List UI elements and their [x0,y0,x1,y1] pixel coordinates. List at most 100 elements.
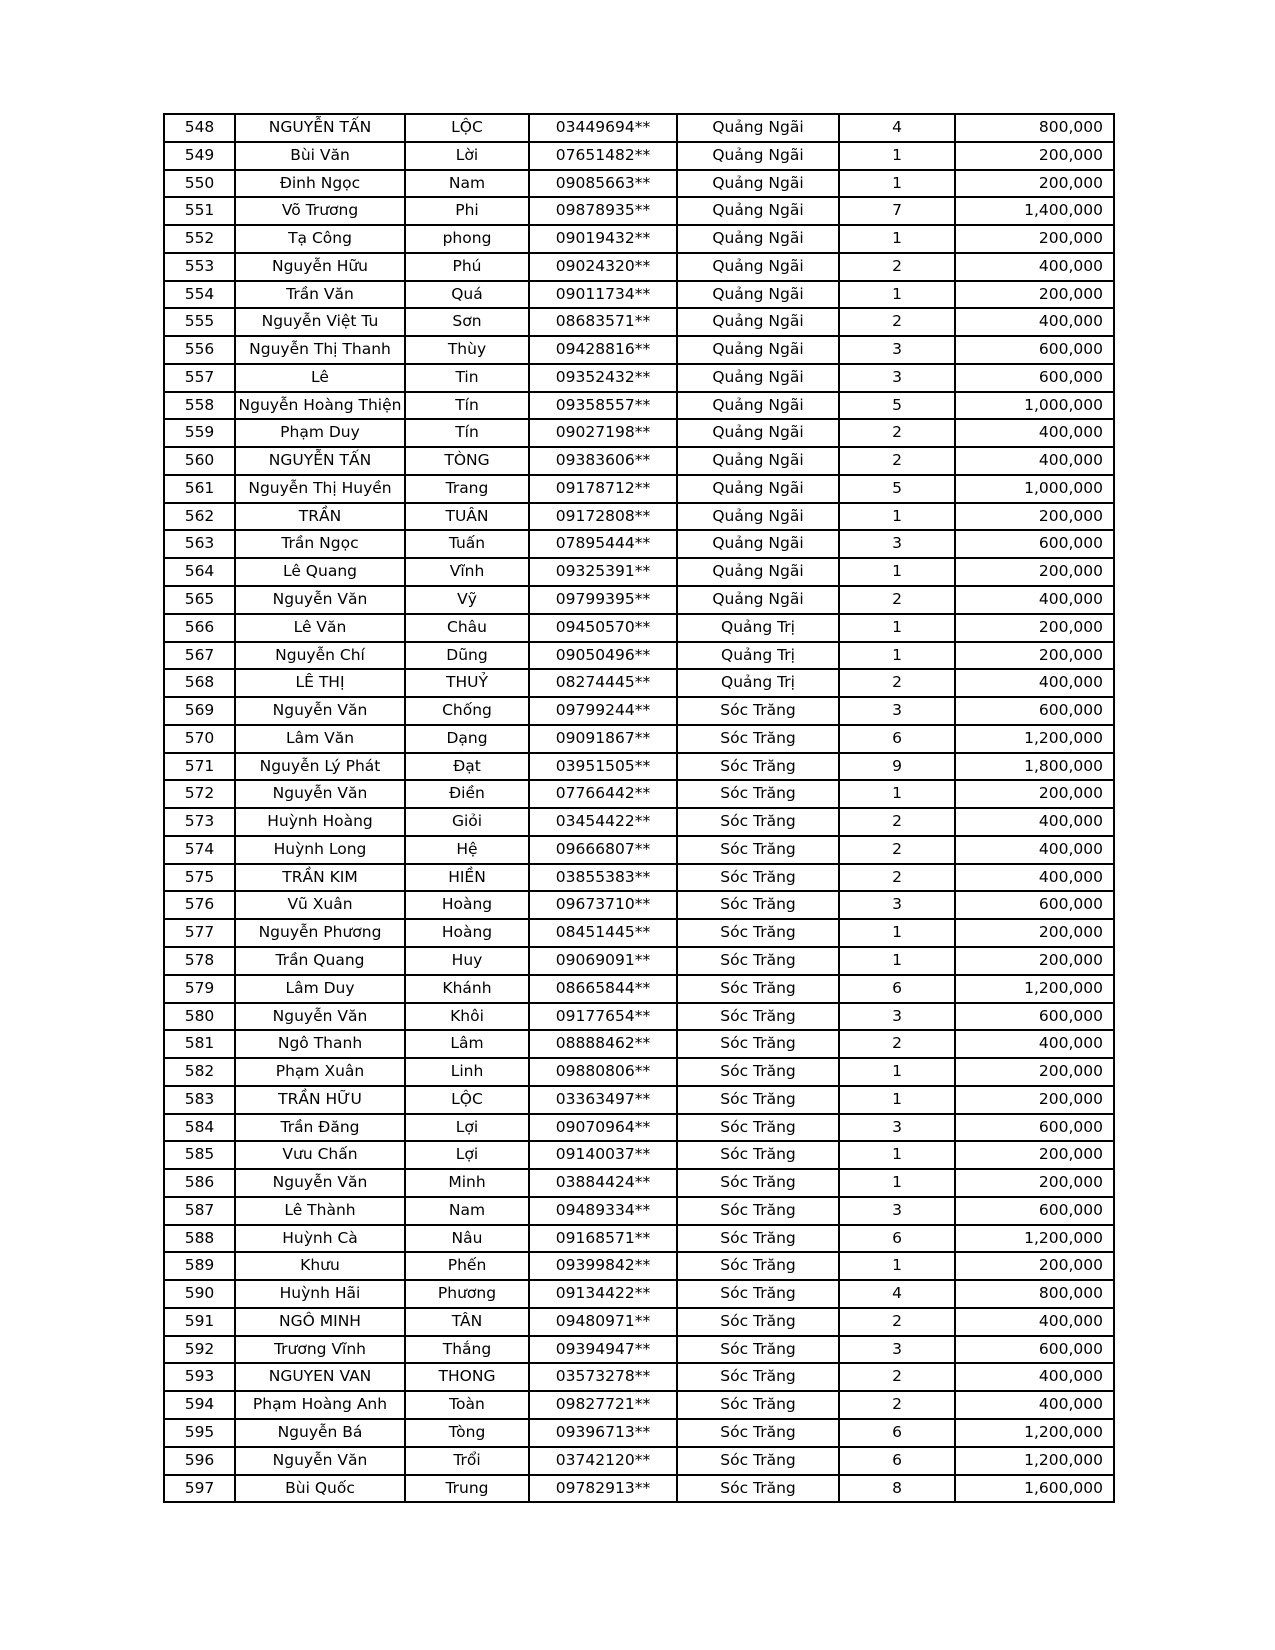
cell-phone-masked: 09325391** [528,557,678,588]
cell-province: Sóc Trăng [676,1417,840,1448]
cell-row-id: 562 [163,501,236,532]
cell-count: 1 [838,168,956,199]
cell-province: Sóc Trăng [676,1084,840,1115]
cell-count: 2 [838,446,956,476]
cell-first-middle-name: Lê Quang [234,557,406,588]
cell-row-id: 549 [163,140,236,171]
cell-amount: 200,000 [954,918,1115,948]
table-row: 551 Võ Trương Phi 09878935** Quảng Ngãi 7 1,40… [163,196,1115,227]
cell-row-id: 596 [163,1445,236,1476]
cell-last-name: Toàn [404,1390,530,1420]
table-row: 583 TRẦN HỮU LỘC 03363497** Sóc Trăng 1 200,00… [163,1084,1115,1115]
cell-last-name: Nâu [404,1223,530,1254]
cell-last-name: Nam [404,168,530,199]
cell-last-name: Hệ [404,834,530,865]
cell-count: 2 [838,1362,956,1393]
cell-row-id: 563 [163,529,236,560]
cell-province: Sóc Trăng [676,807,840,837]
cell-province: Quảng Ngãi [676,557,840,588]
cell-first-middle-name: Nguyễn Văn [234,1001,406,1032]
cell-last-name: TÒNG [404,446,530,476]
cell-amount: 1,200,000 [954,973,1115,1004]
cell-row-id: 585 [163,1140,236,1171]
cell-province: Quảng Ngãi [676,140,840,171]
cell-row-id: 581 [163,1029,236,1060]
cell-phone-masked: 03951505** [528,751,678,782]
cell-phone-masked: 09358557** [528,390,678,421]
cell-count: 3 [838,362,956,393]
cell-amount: 600,000 [954,890,1115,921]
cell-phone-masked: 09880806** [528,1057,678,1087]
cell-last-name: TÂN [404,1306,530,1337]
cell-province: Sóc Trăng [676,1473,840,1504]
cell-province: Quảng Ngãi [676,224,840,254]
cell-count: 1 [838,501,956,532]
cell-phone-masked: 09168571** [528,1223,678,1254]
cell-amount: 400,000 [954,1306,1115,1337]
cell-row-id: 552 [163,224,236,254]
cell-phone-masked: 08683571** [528,307,678,338]
cell-amount: 600,000 [954,362,1115,393]
cell-row-id: 593 [163,1362,236,1393]
cell-first-middle-name: Huỳnh Long [234,834,406,865]
cell-phone-masked: 09489334** [528,1195,678,1226]
cell-province: Sóc Trăng [676,1390,840,1420]
table-row: 573 Huỳnh Hoàng Giỏi 03454422** Sóc Trăng 2 40… [163,807,1115,837]
cell-first-middle-name: Nguyễn Văn [234,1445,406,1476]
cell-first-middle-name: Nguyễn Hoàng Thiện [234,390,406,421]
cell-row-id: 583 [163,1084,236,1115]
cell-amount: 200,000 [954,945,1115,976]
cell-phone-masked: 09383606** [528,446,678,476]
cell-first-middle-name: Nguyễn Văn [234,779,406,810]
cell-province: Sóc Trăng [676,1057,840,1087]
cell-count: 2 [838,307,956,338]
table-row: 570 Lâm Văn Dạng 09091867** Sóc Trăng 6 1,200,… [163,723,1115,754]
cell-last-name: Tòng [404,1417,530,1448]
table-row: 589 Khưu Phến 09399842** Sóc Trăng 1 200,000 [163,1251,1115,1282]
cell-first-middle-name: NGUYEN VAN [234,1362,406,1393]
table-row: 562 TRẦN TUÂN 09172808** Quảng Ngãi 1 200,000 [163,501,1115,532]
cell-amount: 800,000 [954,1279,1115,1309]
cell-last-name: Lợi [404,1112,530,1143]
cell-row-id: 574 [163,834,236,865]
cell-amount: 400,000 [954,1029,1115,1060]
cell-phone-masked: 03884424** [528,1168,678,1198]
table-row: 585 Vưu Chấn Lợi 09140037** Sóc Trăng 1 200,00… [163,1140,1115,1171]
table-row: 595 Nguyễn Bá Tòng 09396713** Sóc Trăng 6 1,20… [163,1417,1115,1448]
cell-phone-masked: 09352432** [528,362,678,393]
cell-last-name: Lâm [404,1029,530,1060]
cell-first-middle-name: Phạm Xuân [234,1057,406,1087]
table-row: 560 NGUYỄN TẤN TÒNG 09383606** Quảng Ngãi 2 40… [163,446,1115,476]
cell-row-id: 551 [163,196,236,227]
cell-last-name: Linh [404,1057,530,1087]
cell-amount: 400,000 [954,418,1115,449]
cell-first-middle-name: Vưu Chấn [234,1140,406,1171]
cell-last-name: Vỹ [404,585,530,615]
cell-province: Sóc Trăng [676,1334,840,1365]
cell-last-name: Minh [404,1168,530,1198]
cell-count: 3 [838,1001,956,1032]
cell-province: Sóc Trăng [676,973,840,1004]
table-row: 577 Nguyễn Phương Hoàng 08451445** Sóc Trăng… [163,918,1115,948]
cell-first-middle-name: NGUYỄN TẤN [234,446,406,476]
cell-last-name: TUÂN [404,501,530,532]
cell-province: Sóc Trăng [676,1140,840,1171]
cell-first-middle-name: Nguyễn Văn [234,696,406,726]
cell-last-name: Hoàng [404,890,530,921]
table-row: 579 Lâm Duy Khánh 08665844** Sóc Trăng 6 1,200… [163,973,1115,1004]
cell-first-middle-name: Nguyễn Hữu [234,251,406,282]
cell-last-name: Nam [404,1195,530,1226]
cell-row-id: 597 [163,1473,236,1504]
cell-count: 6 [838,1417,956,1448]
cell-first-middle-name: Huỳnh Hãi [234,1279,406,1309]
cell-province: Quảng Trị [676,668,840,699]
cell-row-id: 558 [163,390,236,421]
cell-count: 1 [838,1251,956,1282]
cell-last-name: Thắng [404,1334,530,1365]
table-row: 578 Trần Quang Huy 09069091** Sóc Trăng 1 200,… [163,945,1115,976]
cell-first-middle-name: Lê Thành [234,1195,406,1226]
cell-province: Sóc Trăng [676,890,840,921]
cell-first-middle-name: Lê [234,362,406,393]
cell-phone-masked: 03573278** [528,1362,678,1393]
cell-amount: 200,000 [954,224,1115,254]
